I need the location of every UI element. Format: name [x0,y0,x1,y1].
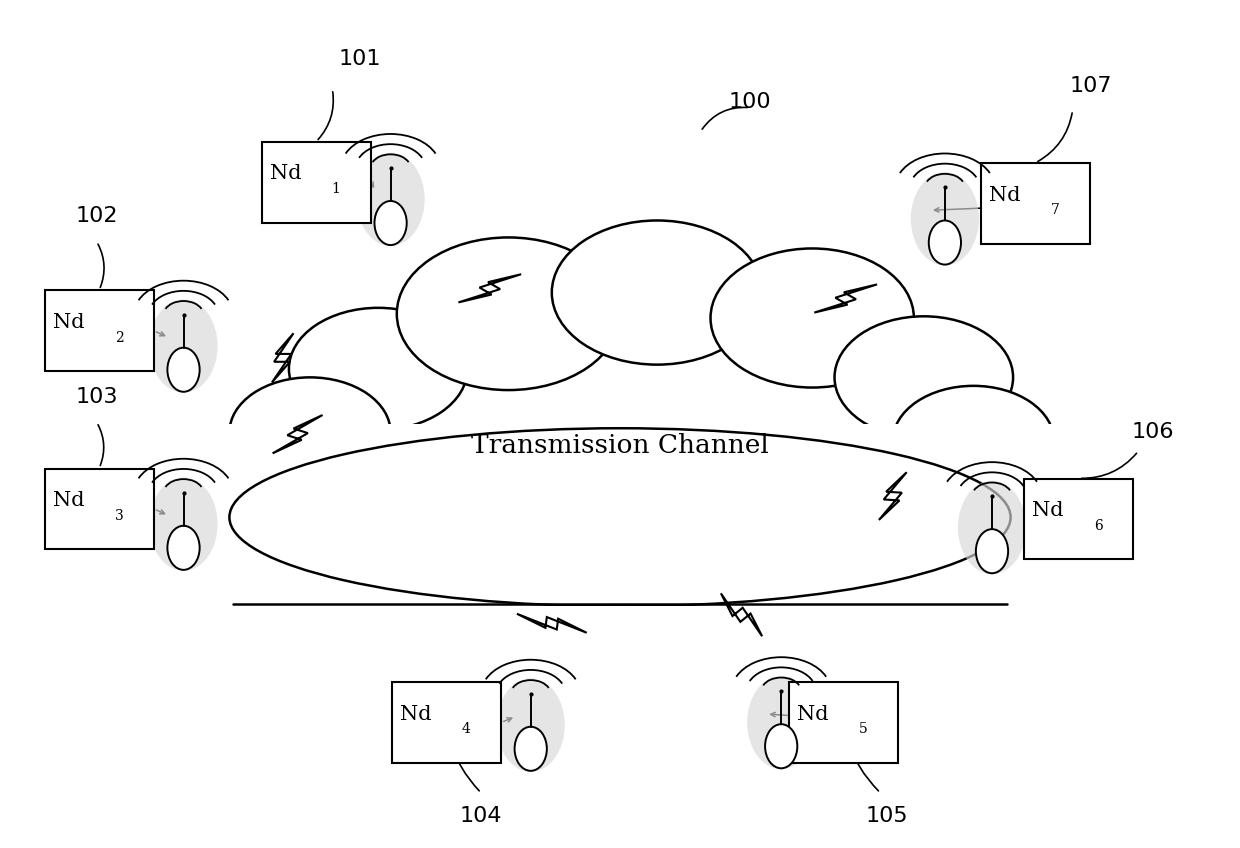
FancyBboxPatch shape [981,163,1090,244]
Circle shape [711,248,914,388]
Ellipse shape [746,676,816,769]
Ellipse shape [496,678,565,772]
Text: Nd: Nd [990,186,1021,204]
FancyBboxPatch shape [45,468,154,550]
Polygon shape [879,472,906,520]
Text: 104: 104 [460,806,502,826]
Circle shape [893,386,1054,496]
Ellipse shape [167,348,200,392]
Text: 105: 105 [866,806,908,826]
Text: Nd: Nd [270,165,301,183]
Text: Nd: Nd [1033,501,1064,520]
Circle shape [397,237,620,390]
FancyBboxPatch shape [45,291,154,371]
Text: 102: 102 [76,206,118,226]
Text: 103: 103 [76,387,118,407]
Text: Nd: Nd [797,705,828,723]
Circle shape [552,220,763,365]
Circle shape [552,220,763,365]
Circle shape [289,308,467,430]
Ellipse shape [765,724,797,768]
Ellipse shape [910,172,980,265]
Circle shape [835,316,1013,438]
Polygon shape [815,284,877,313]
Ellipse shape [374,201,407,245]
Polygon shape [273,415,322,454]
Ellipse shape [149,477,218,571]
Ellipse shape [229,428,1011,606]
Text: 5: 5 [858,722,868,736]
Circle shape [397,237,620,390]
Ellipse shape [357,153,424,246]
Circle shape [893,386,1054,496]
Text: 1: 1 [331,182,341,196]
Polygon shape [459,274,521,303]
Ellipse shape [976,529,1008,573]
Text: Nd: Nd [401,705,432,723]
Text: 106: 106 [1132,422,1174,443]
Ellipse shape [957,481,1025,574]
Circle shape [289,308,467,430]
Polygon shape [174,424,1066,619]
Ellipse shape [929,220,961,265]
Ellipse shape [515,727,547,771]
FancyBboxPatch shape [392,682,501,763]
Polygon shape [229,373,1011,560]
Circle shape [835,316,1013,438]
FancyBboxPatch shape [1024,478,1133,560]
Text: 107: 107 [1070,76,1112,97]
Ellipse shape [149,299,218,393]
Text: 3: 3 [114,509,124,522]
Text: 6: 6 [1094,519,1104,533]
Circle shape [229,377,391,488]
Text: Nd: Nd [53,491,84,510]
Text: Nd: Nd [53,313,84,332]
Circle shape [229,377,391,488]
Ellipse shape [167,526,200,570]
Text: 101: 101 [339,49,381,70]
Polygon shape [720,594,763,636]
Circle shape [711,248,914,388]
Ellipse shape [229,428,1011,606]
Polygon shape [517,614,587,633]
FancyBboxPatch shape [789,682,898,763]
FancyBboxPatch shape [262,142,371,222]
Text: 2: 2 [114,331,124,344]
Polygon shape [272,333,294,382]
Text: 4: 4 [461,722,471,736]
Text: 7: 7 [1050,204,1060,217]
Text: 100: 100 [729,92,771,112]
Text: Transmission Channel: Transmission Channel [471,432,769,458]
Polygon shape [211,606,1029,661]
